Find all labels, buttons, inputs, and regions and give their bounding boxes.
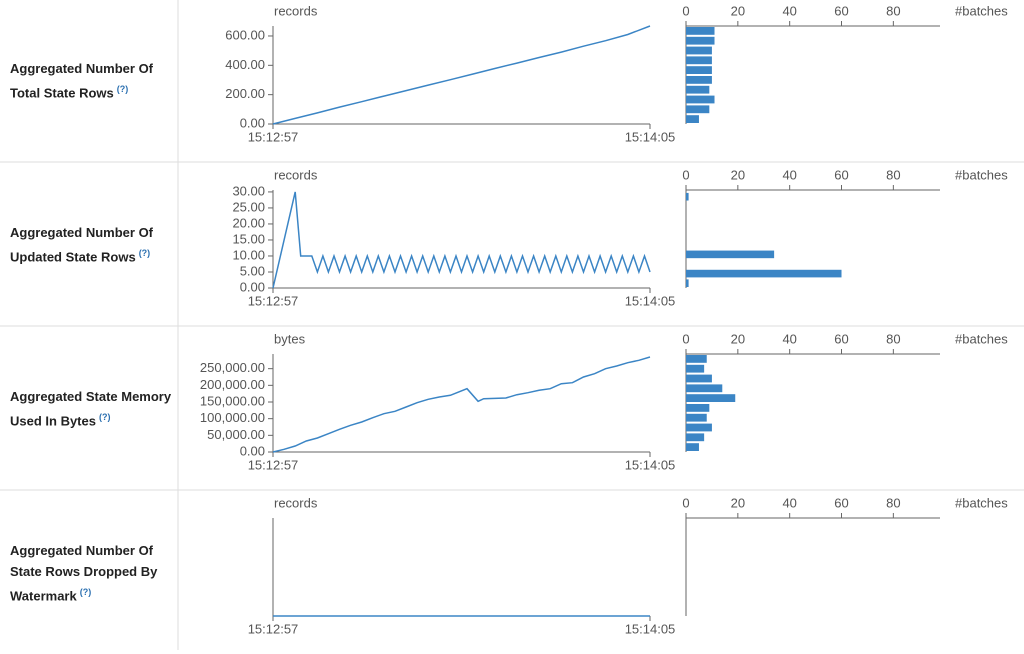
x-tick-label: 80	[886, 331, 900, 346]
y-tick-label: 0.00	[240, 443, 265, 458]
x-tick-label: 15:12:57	[248, 129, 299, 144]
histogram-bar	[686, 279, 689, 287]
x-tick-label: 15:14:05	[625, 293, 676, 308]
histogram-bar	[686, 76, 712, 84]
histogram-bar	[686, 413, 707, 422]
y-tick-label: 5.00	[240, 263, 265, 278]
x-tick-label: 20	[731, 331, 745, 346]
histogram-bar	[686, 85, 710, 94]
histogram-bar	[686, 355, 707, 363]
y-tick-label: 50,000.00	[207, 427, 265, 442]
x-tick-label: 15:14:05	[625, 457, 676, 472]
x-tick-label: 40	[782, 495, 796, 510]
x-tick-label: 15:14:05	[625, 129, 676, 144]
y-tick-label: 400.00	[225, 57, 265, 72]
y-tick-label: 200,000.00	[200, 377, 265, 392]
timeline-line	[272, 25, 651, 125]
x-tick-label: 40	[782, 3, 796, 18]
y-tick-label: 0.00	[240, 279, 265, 294]
x-tick-label: 80	[886, 167, 900, 182]
timeline-line	[272, 356, 651, 453]
y-tick-label: 10.00	[232, 247, 265, 262]
x-tick-label: 40	[782, 331, 796, 346]
x-tick-label: 40	[782, 167, 796, 182]
x-tick-label: 15:12:57	[248, 457, 299, 472]
histogram-bar	[686, 433, 705, 442]
x-tick-label: 15:12:57	[248, 293, 299, 308]
x-tick-label: 20	[731, 167, 745, 182]
help-icon[interactable]: (?)	[138, 248, 151, 259]
histogram-bar	[686, 36, 715, 45]
row-label-text: Aggregated State Memory Used In Bytes	[10, 389, 172, 429]
histogram-bar	[686, 46, 712, 55]
y-tick-label: 600.00	[225, 27, 265, 42]
unit-label: records	[274, 3, 318, 18]
histogram-bar	[686, 56, 712, 65]
y-tick-label: 25.00	[232, 199, 265, 214]
unit-label: #batches	[955, 331, 1008, 346]
help-icon[interactable]: (?)	[79, 586, 92, 597]
row-label-box: Aggregated Number Of Updated State Rows(…	[10, 164, 172, 326]
histogram-bar	[686, 443, 699, 451]
histogram-bar	[686, 66, 712, 74]
row-label-text: Aggregated Number Of Total State Rows	[10, 61, 154, 101]
histogram-bar	[686, 192, 689, 201]
x-tick-label: 20	[731, 3, 745, 18]
histogram-bar	[686, 423, 712, 432]
x-tick-label: 20	[731, 495, 745, 510]
y-tick-label: 20.00	[232, 215, 265, 230]
row-label-box: Aggregated State Memory Used In Bytes (?)	[10, 328, 172, 490]
y-tick-label: 250,000.00	[200, 360, 265, 375]
y-tick-label: 30.00	[232, 183, 265, 198]
row-label: Aggregated State Memory Used In Bytes (?)	[10, 386, 172, 431]
histogram-bar	[686, 394, 736, 402]
y-tick-label: 0.00	[240, 115, 265, 130]
unit-label: records	[274, 167, 318, 182]
x-tick-label: 0	[682, 495, 689, 510]
histogram-bar	[686, 364, 705, 373]
row-label: Aggregated Number Of Total State Rows (?)	[10, 58, 172, 103]
row-label: Aggregated Number Of Updated State Rows(…	[10, 222, 172, 267]
x-tick-label: 0	[682, 167, 689, 182]
x-tick-label: 80	[886, 3, 900, 18]
help-icon[interactable]: (?)	[98, 412, 111, 423]
histogram-bar	[686, 404, 710, 412]
x-tick-label: 60	[834, 167, 848, 182]
row-label-text: Aggregated Number Of State Rows Dropped …	[10, 542, 158, 604]
x-tick-label: 15:12:57	[248, 621, 299, 636]
histogram-bar	[686, 250, 775, 259]
y-tick-label: 150,000.00	[200, 393, 265, 408]
histogram-bar	[686, 374, 712, 383]
x-tick-label: 0	[682, 3, 689, 18]
row-label: Aggregated Number Of State Rows Dropped …	[10, 540, 172, 606]
unit-label: bytes	[274, 331, 306, 346]
unit-label: #batches	[955, 167, 1008, 182]
y-tick-label: 15.00	[232, 231, 265, 246]
histogram-bar	[686, 95, 715, 104]
y-tick-label: 200.00	[225, 86, 265, 101]
row-label-box: Aggregated Number Of State Rows Dropped …	[10, 492, 172, 654]
unit-label: records	[274, 495, 318, 510]
unit-label: #batches	[955, 495, 1008, 510]
histogram-bar	[686, 384, 723, 393]
histogram-bar	[686, 27, 715, 35]
histogram-bar	[686, 269, 842, 278]
row-label-box: Aggregated Number Of Total State Rows (?)	[10, 0, 172, 162]
histogram-bar	[686, 105, 710, 114]
x-tick-label: 60	[834, 495, 848, 510]
timeline-line	[272, 191, 651, 289]
histogram-bar	[686, 115, 699, 123]
x-tick-label: 60	[834, 3, 848, 18]
x-tick-label: 15:14:05	[625, 621, 676, 636]
unit-label: #batches	[955, 3, 1008, 18]
y-tick-label: 100,000.00	[200, 410, 265, 425]
help-icon[interactable]: (?)	[116, 84, 129, 95]
x-tick-label: 60	[834, 331, 848, 346]
row-label-text: Aggregated Number Of Updated State Rows	[10, 225, 154, 265]
x-tick-label: 80	[886, 495, 900, 510]
x-tick-label: 0	[682, 331, 689, 346]
